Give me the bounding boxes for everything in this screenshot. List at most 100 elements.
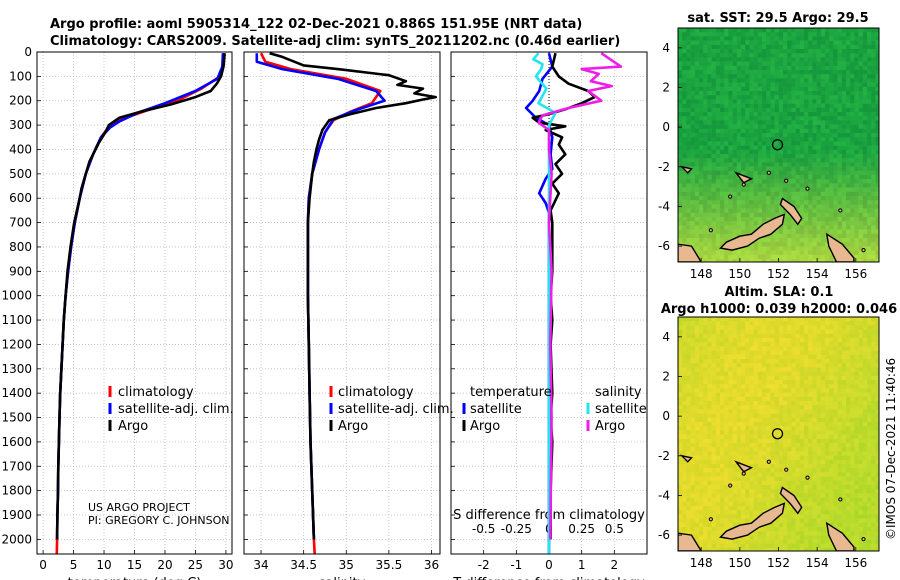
- map-cell: [825, 95, 830, 100]
- map-cell: [682, 468, 687, 473]
- map-cell: [829, 455, 834, 461]
- map-cell: [749, 120, 754, 125]
- map-cell: [850, 49, 855, 54]
- map-cell: [682, 342, 687, 347]
- map-cell: [678, 65, 683, 71]
- map-cell: [829, 451, 834, 456]
- map-cell: [699, 145, 704, 151]
- map-cell: [837, 191, 843, 197]
- map-cell: [762, 65, 767, 71]
- map-cell: [846, 363, 851, 368]
- map-cell: [770, 392, 775, 398]
- map-cell: [736, 86, 742, 92]
- map-cell: [736, 468, 742, 473]
- map-cell: [875, 459, 879, 465]
- map-cell: [766, 137, 771, 142]
- map-cell: [690, 170, 696, 176]
- map-cell: [694, 44, 700, 50]
- map-cell: [774, 61, 780, 67]
- map-cell: [862, 36, 868, 41]
- map-cell: [741, 229, 746, 235]
- map-cell: [846, 32, 851, 37]
- map-cell: [858, 485, 864, 490]
- map-cell: [862, 28, 868, 33]
- map-cell: [812, 417, 817, 423]
- map-cell: [871, 451, 876, 456]
- map-cell: [841, 170, 847, 176]
- map-cell: [837, 78, 843, 83]
- map-cell: [829, 380, 834, 385]
- map-cell: [707, 422, 712, 427]
- map-cell: [715, 107, 721, 113]
- map-cell: [745, 246, 750, 251]
- map-cell: [858, 321, 864, 326]
- map-cell: [753, 204, 759, 209]
- map-cell: [690, 426, 696, 431]
- map-cell: [871, 447, 876, 452]
- map-cell: [766, 401, 771, 406]
- map-cell: [686, 367, 691, 372]
- map-cell: [867, 112, 872, 117]
- map-cell: [690, 40, 696, 46]
- map-cell: [770, 417, 775, 423]
- map-cell: [678, 221, 683, 226]
- map-cell: [774, 413, 780, 419]
- map-cell: [766, 40, 771, 46]
- map-cell: [774, 443, 780, 448]
- map-cell: [749, 196, 754, 201]
- map-cell: [795, 451, 801, 456]
- map-cell: [766, 342, 771, 347]
- map-cell: [846, 346, 851, 351]
- map-cell: [703, 254, 708, 260]
- map-cell: [875, 405, 879, 410]
- map-cell: [820, 154, 826, 159]
- map-cell: [741, 246, 746, 251]
- map-cell: [816, 53, 822, 58]
- map-cell: [867, 259, 872, 262]
- map-cell: [753, 317, 759, 322]
- map-cell: [711, 409, 717, 414]
- map-cell: [795, 333, 801, 339]
- map-cell: [808, 455, 813, 461]
- map-cell: [770, 32, 775, 37]
- map-cell: [749, 493, 754, 498]
- map-cell: [732, 447, 738, 452]
- map-cell: [707, 409, 712, 414]
- map-cell: [741, 36, 746, 41]
- map-cell: [829, 468, 834, 473]
- map-cell: [694, 363, 700, 368]
- map-cell: [724, 333, 729, 339]
- map-cell: [850, 154, 855, 159]
- map-cell: [699, 70, 704, 75]
- map-cell: [770, 413, 775, 419]
- map-cell: [724, 204, 729, 209]
- map-cell: [757, 455, 763, 461]
- map-cell: [820, 413, 826, 419]
- map-cell: [795, 489, 801, 494]
- map-cell: [825, 91, 830, 96]
- map-cell: [720, 485, 725, 490]
- map-cell: [774, 346, 780, 351]
- map-cell: [812, 162, 817, 167]
- map-cell: [833, 401, 838, 406]
- map-cell: [707, 82, 712, 88]
- map-cell: [757, 28, 763, 33]
- map-cell: [837, 74, 843, 79]
- map-cell: [846, 158, 851, 163]
- map-cell: [816, 154, 822, 159]
- map-cell: [833, 350, 838, 356]
- map-cell: [686, 116, 691, 121]
- map-cell: [812, 333, 817, 339]
- map-cell: [749, 468, 754, 473]
- map-cell: [791, 170, 796, 176]
- map-cell: [711, 430, 717, 435]
- map-cell: [829, 86, 834, 92]
- map-cell: [728, 329, 733, 335]
- map-cell: [745, 141, 750, 146]
- map-cell: [867, 137, 872, 142]
- map-cell: [749, 44, 754, 50]
- map-cell: [736, 493, 742, 498]
- map-cell: [686, 464, 691, 469]
- map-cell: [850, 61, 855, 67]
- map-cell: [690, 350, 696, 356]
